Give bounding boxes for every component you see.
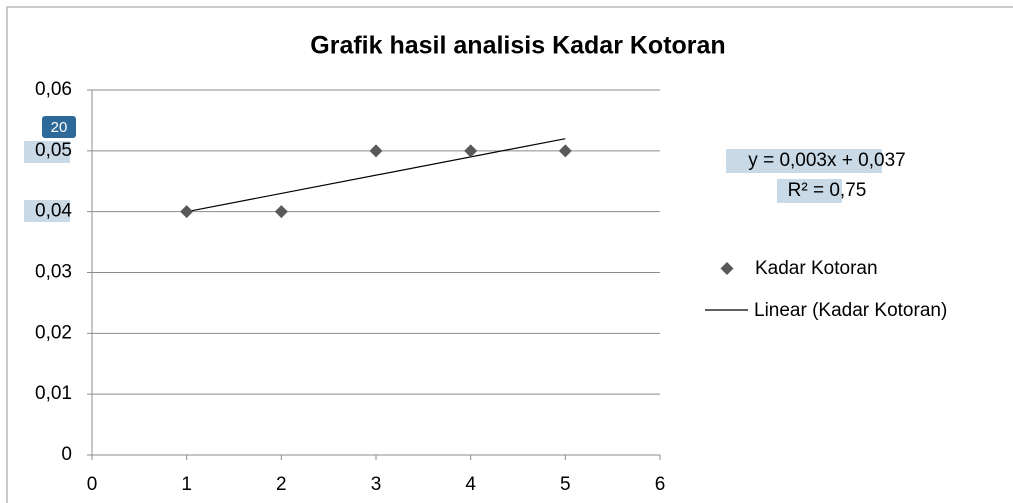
scatter-point xyxy=(274,205,288,219)
legend-label: Kadar Kotoran xyxy=(755,258,878,279)
highlight xyxy=(24,141,70,163)
trendline xyxy=(186,138,566,213)
x-tick-label: 2 xyxy=(276,474,287,495)
x-tick-label: 4 xyxy=(465,474,476,495)
chart-border xyxy=(6,6,1013,503)
highlight xyxy=(777,179,842,203)
badge xyxy=(42,116,76,138)
highlight xyxy=(726,149,882,173)
y-tick-label: 0,04 xyxy=(35,201,72,222)
trendline-r2: R² = 0,75 xyxy=(788,180,867,201)
x-tick-label: 1 xyxy=(181,474,192,495)
y-tick-label: 0,02 xyxy=(35,322,72,343)
y-tick-label: 0,05 xyxy=(35,140,72,161)
x-tick-label: 0 xyxy=(87,474,98,495)
y-tick-label: 0,03 xyxy=(35,262,72,283)
badge-text: 20 xyxy=(51,119,68,136)
chart-title: Grafik hasil analisis Kadar Kotoran xyxy=(310,32,725,60)
y-tick-label: 0,06 xyxy=(35,79,72,100)
legend-label: Linear (Kadar Kotoran) xyxy=(754,300,947,321)
scatter-point xyxy=(180,205,194,219)
scatter-point xyxy=(464,144,478,158)
highlight xyxy=(24,200,70,222)
scatter-point xyxy=(369,144,383,158)
x-tick-label: 6 xyxy=(655,474,666,495)
legend-marker xyxy=(720,262,734,275)
scatter-point xyxy=(558,144,572,158)
y-tick-label: 0 xyxy=(61,444,72,465)
x-tick-label: 5 xyxy=(560,474,571,495)
x-tick-label: 3 xyxy=(371,474,382,495)
y-tick-label: 0,01 xyxy=(35,383,72,404)
trendline-equation: y = 0,003x + 0,037 xyxy=(748,150,905,171)
